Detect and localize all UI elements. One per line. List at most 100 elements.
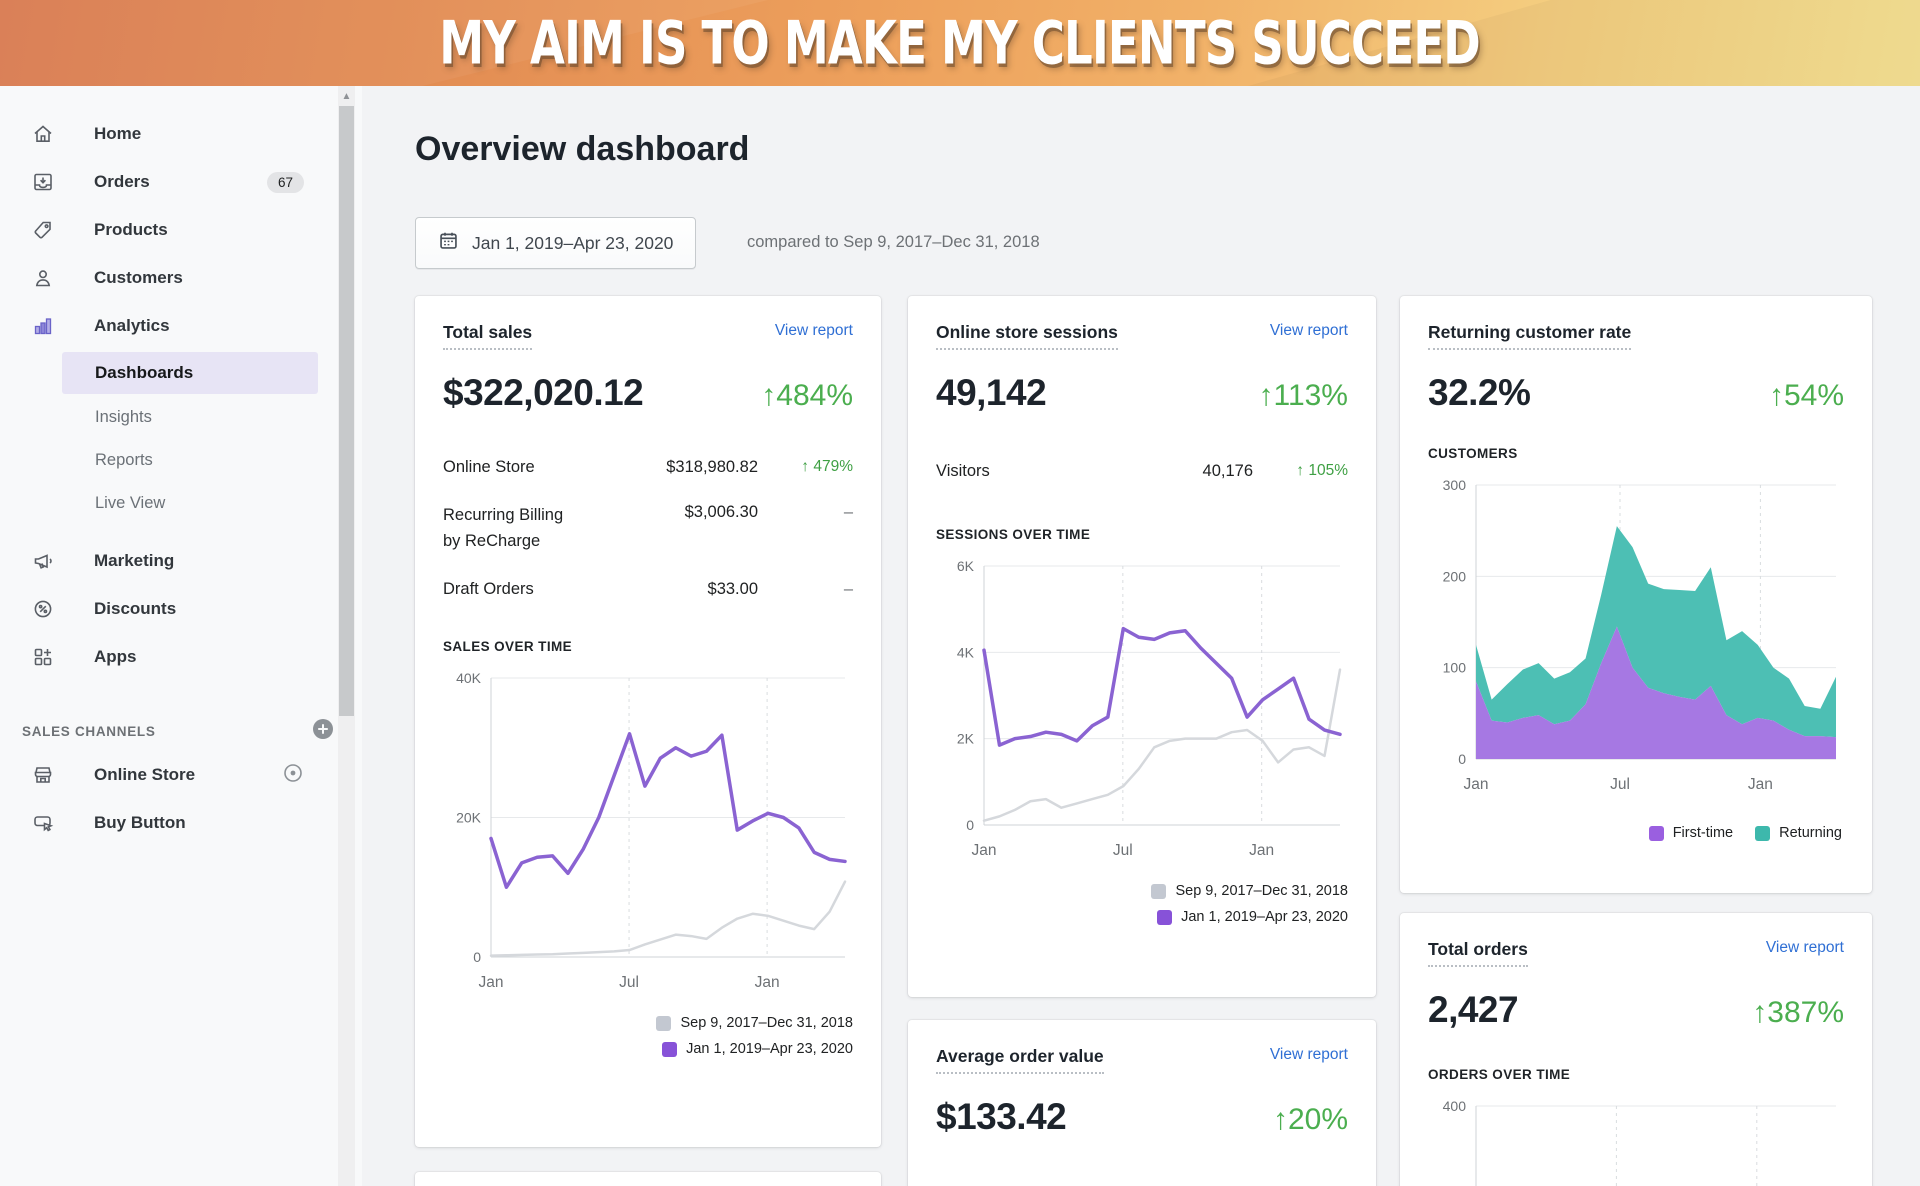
sidebar-item-products[interactable]: Products <box>0 206 362 254</box>
scrollbar-thumb[interactable] <box>339 106 354 716</box>
svg-text:400: 400 <box>1443 1098 1467 1114</box>
row-label: Visitors <box>936 462 990 480</box>
row-value: $318,980.82 <box>666 458 758 476</box>
total-orders-card: Total orders View report 2,427 ↑387% ORD… <box>1400 913 1872 1186</box>
sidebar-item-reports[interactable]: Reports <box>0 439 362 482</box>
total-sales-change: ↑484% <box>761 379 853 412</box>
svg-text:0: 0 <box>966 817 974 833</box>
home-icon <box>30 121 56 147</box>
svg-text:Jan: Jan <box>1748 776 1773 793</box>
promo-banner: MY AIM IS TO MAKE MY CLIENTS SUCCEED <box>0 0 1920 86</box>
metric-row: Visitors 40,176 ↑ 105% <box>936 462 1348 481</box>
scrollbar-up-icon[interactable]: ▲ <box>341 90 352 102</box>
legend-item: First-time <box>1648 825 1734 841</box>
returning-rate-value: 32.2% <box>1428 372 1531 413</box>
eye-icon[interactable] <box>282 762 304 789</box>
sidebar-item-home[interactable]: Home <box>0 110 362 158</box>
legend-item: Jan 1, 2019–Apr 23, 2020 <box>662 1041 853 1057</box>
svg-text:4K: 4K <box>957 644 975 660</box>
svg-text:20K: 20K <box>456 810 482 826</box>
discounts-icon <box>30 596 56 622</box>
sidebar-item-dashboards[interactable]: Dashboards <box>62 352 318 394</box>
average-order-value-card: Average order value View report $133.42 … <box>908 1020 1376 1186</box>
sidebar-item-label: Dashboards <box>95 363 194 382</box>
sessions-change: ↑113% <box>1258 379 1348 412</box>
row-value: $33.00 <box>707 580 758 599</box>
orders-over-time-chart: 0400JanJulJan <box>1428 1094 1844 1186</box>
total-orders-value: 2,427 <box>1428 989 1519 1030</box>
svg-text:2K: 2K <box>957 731 975 747</box>
legend-swatch <box>656 1015 672 1031</box>
svg-text:Jan: Jan <box>1249 842 1274 859</box>
add-channel-icon[interactable] <box>312 718 334 745</box>
sidebar-item-discounts[interactable]: Discounts <box>0 585 362 633</box>
apps-icon <box>30 644 56 670</box>
banner-text: MY AIM IS TO MAKE MY CLIENTS SUCCEED <box>439 8 1482 78</box>
row-value: 40,176 <box>1202 462 1253 480</box>
legend-item: Sep 9, 2017–Dec 31, 2018 <box>1151 883 1348 899</box>
sidebar-item-customers[interactable]: Customers <box>0 254 362 302</box>
view-report-link[interactable]: View report <box>1269 322 1348 339</box>
sidebar-item-online-store[interactable]: Online Store <box>0 751 362 799</box>
sales-channels-label: SALES CHANNELS <box>22 723 156 739</box>
chart-section-label: ORDERS OVER TIME <box>1428 1067 1571 1082</box>
sidebar-item-live-view[interactable]: Live View <box>0 482 362 525</box>
svg-text:40K: 40K <box>456 670 482 686</box>
returning-customer-rate-card: Returning customer rate 32.2% ↑54% CUSTO… <box>1400 296 1872 893</box>
aov-value: $133.42 <box>936 1096 1067 1137</box>
metric-row: Online Store $318,980.82 ↑ 479% <box>443 458 853 477</box>
row-value: $3,006.30 <box>684 503 758 521</box>
sessions-value: 49,142 <box>936 372 1047 413</box>
chart-section-label: CUSTOMERS <box>1428 446 1518 461</box>
card-title: Total orders <box>1428 939 1528 967</box>
sidebar-item-insights[interactable]: Insights <box>0 396 362 439</box>
sidebar-item-label: Home <box>94 124 142 143</box>
date-range-button[interactable]: Jan 1, 2019–Apr 23, 2020 <box>415 217 697 269</box>
legend-item: Jan 1, 2019–Apr 23, 2020 <box>1157 909 1348 925</box>
calendar-icon <box>438 230 459 256</box>
svg-text:200: 200 <box>1443 568 1467 584</box>
sidebar-item-marketing[interactable]: Marketing <box>0 537 362 585</box>
customers-icon <box>30 265 56 291</box>
legend-label: Returning <box>1779 825 1842 841</box>
page-title: Overview dashboard <box>415 130 750 168</box>
sidebar-item-analytics[interactable]: Analytics <box>0 302 362 350</box>
sidebar: Home Orders 67 Products Customers <box>0 86 362 1186</box>
legend-label: Sep 9, 2017–Dec 31, 2018 <box>680 1015 853 1032</box>
row-label: Draft Orders <box>443 580 534 599</box>
row-change: ↑ 105% <box>1296 462 1348 479</box>
sidebar-item-apps[interactable]: Apps <box>0 633 362 681</box>
svg-text:Jul: Jul <box>1610 776 1630 793</box>
total-sales-card: Total sales View report $322,020.12 ↑484… <box>415 296 881 1147</box>
svg-text:0: 0 <box>473 949 481 965</box>
sales-channels-header: SALES CHANNELS <box>0 711 362 751</box>
sidebar-item-label: Customers <box>94 268 183 287</box>
sidebar-scrollbar[interactable]: ▲ <box>338 86 355 1186</box>
legend-swatch <box>1157 909 1173 925</box>
legend-label: First-time <box>1672 825 1734 841</box>
sidebar-item-label: Reports <box>95 451 153 469</box>
legend-label: Sep 9, 2017–Dec 31, 2018 <box>1175 883 1348 899</box>
next-card-stub <box>415 1172 881 1186</box>
products-icon <box>30 217 56 243</box>
sidebar-item-label: Orders <box>94 172 150 191</box>
sidebar-item-orders[interactable]: Orders 67 <box>0 158 362 206</box>
row-label: Recurring Billing by ReCharge <box>443 506 564 550</box>
view-report-link[interactable]: View report <box>1765 939 1844 956</box>
svg-text:6K: 6K <box>957 558 975 574</box>
total-orders-change: ↑387% <box>1752 996 1844 1029</box>
legend-swatch <box>662 1041 678 1057</box>
returning-rate-change: ↑54% <box>1768 379 1844 412</box>
view-report-link[interactable]: View report <box>774 322 853 339</box>
sidebar-item-buy-button[interactable]: Buy Button <box>0 799 362 847</box>
svg-text:Jan: Jan <box>479 974 504 991</box>
card-title: Average order value <box>936 1046 1104 1074</box>
row-label: Online Store <box>443 458 535 476</box>
buy-button-icon <box>30 810 56 836</box>
svg-text:0: 0 <box>1458 751 1466 767</box>
svg-text:Jan: Jan <box>972 842 997 859</box>
view-report-link[interactable]: View report <box>1269 1046 1348 1063</box>
orders-icon <box>30 169 56 195</box>
chart-section-label: SESSIONS OVER TIME <box>936 527 1091 542</box>
